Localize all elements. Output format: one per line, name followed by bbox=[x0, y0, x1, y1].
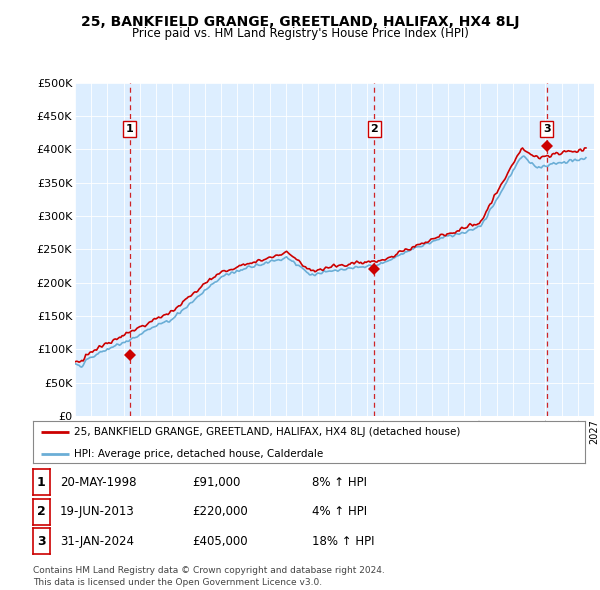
Text: 4% ↑ HPI: 4% ↑ HPI bbox=[312, 505, 367, 518]
Text: 25, BANKFIELD GRANGE, GREETLAND, HALIFAX, HX4 8LJ (detached house): 25, BANKFIELD GRANGE, GREETLAND, HALIFAX… bbox=[74, 427, 461, 437]
Text: 1: 1 bbox=[126, 124, 134, 135]
Text: Price paid vs. HM Land Registry's House Price Index (HPI): Price paid vs. HM Land Registry's House … bbox=[131, 27, 469, 40]
Text: 3: 3 bbox=[543, 124, 550, 135]
Text: 18% ↑ HPI: 18% ↑ HPI bbox=[312, 535, 374, 548]
Text: 19-JUN-2013: 19-JUN-2013 bbox=[60, 505, 135, 518]
Text: 1: 1 bbox=[37, 476, 46, 489]
Text: 25, BANKFIELD GRANGE, GREETLAND, HALIFAX, HX4 8LJ: 25, BANKFIELD GRANGE, GREETLAND, HALIFAX… bbox=[81, 15, 519, 29]
Text: 2: 2 bbox=[371, 124, 378, 135]
Text: 8% ↑ HPI: 8% ↑ HPI bbox=[312, 476, 367, 489]
Text: £91,000: £91,000 bbox=[192, 476, 241, 489]
Text: 31-JAN-2024: 31-JAN-2024 bbox=[60, 535, 134, 548]
Text: HPI: Average price, detached house, Calderdale: HPI: Average price, detached house, Cald… bbox=[74, 449, 323, 459]
Text: 3: 3 bbox=[37, 535, 46, 548]
Text: 20-MAY-1998: 20-MAY-1998 bbox=[60, 476, 137, 489]
Text: £220,000: £220,000 bbox=[192, 505, 248, 518]
Text: Contains HM Land Registry data © Crown copyright and database right 2024.
This d: Contains HM Land Registry data © Crown c… bbox=[33, 566, 385, 587]
Text: £405,000: £405,000 bbox=[192, 535, 248, 548]
Text: 2: 2 bbox=[37, 505, 46, 518]
